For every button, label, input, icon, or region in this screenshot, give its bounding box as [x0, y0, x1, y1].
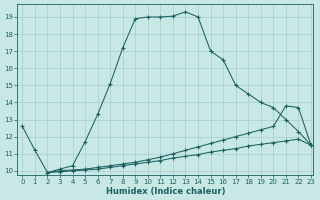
X-axis label: Humidex (Indice chaleur): Humidex (Indice chaleur) [106, 187, 225, 196]
